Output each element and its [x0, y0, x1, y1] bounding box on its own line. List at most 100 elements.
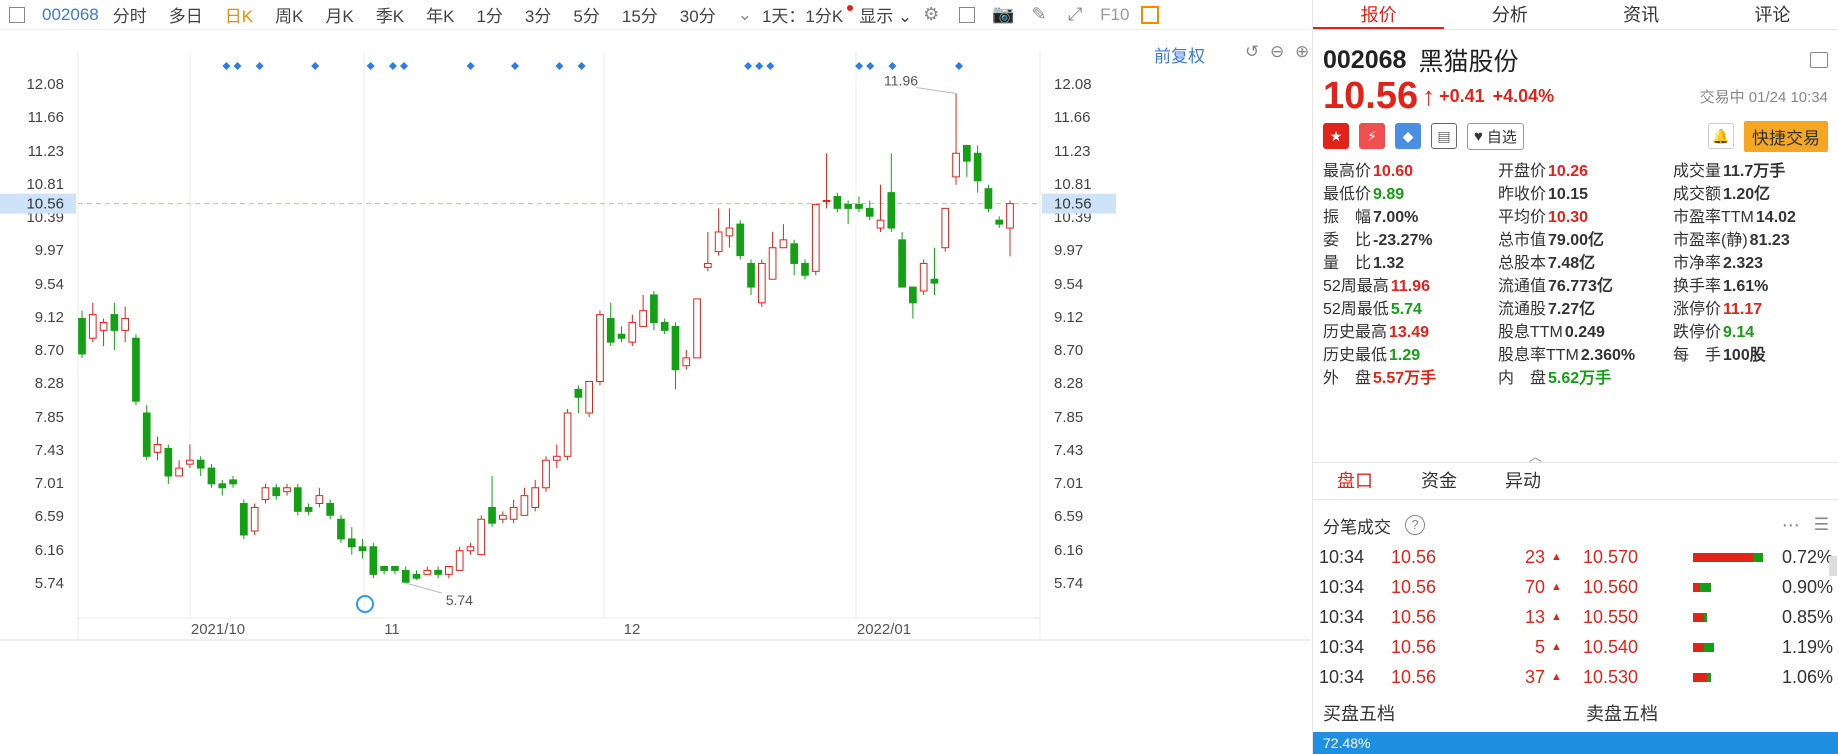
price-axis-label-left: 10.81	[26, 176, 64, 193]
quick-trade-button[interactable]: 快捷交易	[1744, 120, 1828, 152]
more-options-icon[interactable]: ⋯	[1781, 514, 1800, 535]
candle-body	[844, 203, 852, 209]
price-axis-label-right: 11.66	[1054, 109, 1090, 126]
quote-label: 换手率	[1673, 278, 1722, 295]
candle-body	[941, 207, 950, 249]
depth-pct: 0.85%	[1781, 606, 1833, 627]
document-icon[interactable]: ▤	[1431, 123, 1457, 149]
help-icon[interactable]: ?	[1405, 515, 1425, 535]
quote-label: 振 幅	[1323, 209, 1372, 226]
panel-tabs: 报价 分析 资讯 评论	[1313, 0, 1838, 30]
candle-body	[1006, 203, 1014, 229]
period-tab-4[interactable]: 月K	[325, 7, 354, 26]
candle-body	[88, 314, 97, 339]
quote-value: 76.773亿	[1548, 278, 1613, 295]
panel-tab-0[interactable]: 报价	[1313, 0, 1445, 29]
zoom-in-icon[interactable]: ⊕	[1295, 42, 1310, 61]
square-select-icon[interactable]	[956, 4, 978, 26]
quote-value: 10.30	[1548, 209, 1589, 226]
candle-body	[639, 310, 647, 327]
camera-icon[interactable]: 📷	[991, 4, 1015, 24]
quote-label: 外 盘	[1323, 370, 1372, 387]
price-axis-label-left: 7.85	[35, 409, 64, 426]
period-tab-0[interactable]: 分时	[112, 7, 147, 26]
display-menu[interactable]: 显示 ⌄	[859, 7, 913, 26]
candle-body	[272, 487, 281, 497]
scrollbar[interactable]	[1829, 556, 1837, 576]
candle-body	[606, 318, 615, 343]
price-axis-label-right: 8.28	[1054, 375, 1083, 392]
chevron-down-icon[interactable]: ⌄	[737, 4, 752, 24]
depth-bar	[1693, 552, 1763, 562]
zoom-out-icon[interactable]: ⊖	[1270, 42, 1285, 61]
sidebar-toggle-icon[interactable]	[6, 4, 28, 26]
bell-icon[interactable]: 🔔	[1708, 123, 1734, 149]
depth-price: 10.540	[1583, 636, 1639, 657]
list-icon[interactable]: ☰	[1813, 515, 1829, 534]
quote-item: 换手率 1.61%	[1673, 275, 1838, 298]
period-tab-7[interactable]: 1分	[476, 7, 503, 26]
reset-icon[interactable]: ↺	[1245, 42, 1260, 61]
depth-price: 10.550	[1583, 606, 1639, 627]
adjust-mode-button[interactable]: 前复权	[1154, 47, 1205, 66]
tag-icon[interactable]: ◆	[1395, 123, 1421, 149]
buy-ratio-bar: 72.48%	[1313, 732, 1838, 754]
collapse-icon[interactable]	[1810, 52, 1828, 68]
period-tab-2[interactable]: 日K	[224, 7, 254, 26]
candle-body	[898, 239, 906, 288]
date-label: 11	[384, 621, 400, 638]
current-price-tag-left-bg	[0, 193, 76, 214]
settings-gear-icon[interactable]: ⚙	[923, 4, 940, 24]
f10-button[interactable]: F10	[1100, 4, 1130, 24]
list-item: 10:34 10.56 37 ▲	[1319, 662, 1569, 692]
quote-label: 开盘价	[1498, 163, 1547, 180]
candle-body	[531, 487, 540, 508]
china-flag-icon[interactable]: ★	[1323, 123, 1349, 149]
stock-name: 黑猫股份	[1418, 48, 1519, 76]
period-tab-1[interactable]: 多日	[168, 7, 203, 26]
price-axis-label-left: 8.28	[35, 375, 64, 392]
candle-body	[822, 199, 831, 202]
sub-tab-2[interactable]: 异动	[1505, 471, 1541, 491]
period-tab-11[interactable]: 30分	[679, 7, 716, 26]
list-item: 10.570 0.72%	[1583, 542, 1833, 572]
add-favorite-button[interactable]: ♥ 自选	[1467, 122, 1524, 150]
candle-body	[617, 333, 626, 339]
candle-body	[315, 495, 324, 505]
candle-body	[736, 223, 745, 257]
price-axis-label-left: 8.70	[35, 342, 64, 359]
period-tab-5[interactable]: 季K	[375, 7, 405, 26]
quote-label: 内 盘	[1498, 370, 1547, 387]
candle-body	[876, 219, 885, 229]
period-tab-9[interactable]: 5分	[573, 7, 600, 26]
period-tab-10[interactable]: 15分	[621, 7, 658, 26]
lightning-icon[interactable]: ⚡	[1359, 123, 1385, 149]
fullscreen-icon[interactable]: ⤢	[1067, 4, 1083, 24]
list-item: 10.540 1.19%	[1583, 632, 1833, 662]
event-marker-icon	[744, 62, 753, 70]
panel-tab-3[interactable]: 评论	[1754, 5, 1791, 25]
pencil-icon[interactable]: ✎	[1031, 4, 1047, 24]
tick-price: 10.56	[1391, 606, 1437, 627]
quote-value: 5.57万手	[1373, 370, 1437, 387]
candle-body	[250, 506, 259, 532]
list-item: 10.560 0.90%	[1583, 572, 1833, 602]
more-period-select[interactable]: 1天：1分K	[761, 7, 844, 26]
panel-tab-1[interactable]: 分析	[1491, 5, 1528, 25]
event-marker-icon	[388, 62, 397, 70]
period-tab-3[interactable]: 周K	[275, 7, 304, 26]
expand-chevron-icon[interactable]: ︿	[1529, 449, 1543, 464]
kline-chart[interactable]: 2021/10 11 12 2022/01 12.08 12.08 11.66 11.66 11…	[0, 30, 1310, 754]
depth-bar	[1693, 642, 1763, 652]
period-tab-8[interactable]: 3分	[524, 7, 552, 26]
price-axis-label-right: 7.01	[1054, 475, 1083, 492]
quote-value: -23.27%	[1373, 232, 1433, 249]
panel-tab-2[interactable]: 资讯	[1623, 5, 1660, 25]
sub-tab-0[interactable]: 盘口	[1337, 471, 1373, 491]
period-tab-6[interactable]: 年K	[426, 7, 455, 26]
panel-toggle-icon[interactable]	[1139, 4, 1161, 26]
quote-item: 跌停价 9.14	[1673, 321, 1838, 344]
sub-tab-1[interactable]: 资金	[1421, 471, 1457, 491]
candle-body	[801, 262, 809, 276]
event-marker-icon	[955, 62, 963, 70]
